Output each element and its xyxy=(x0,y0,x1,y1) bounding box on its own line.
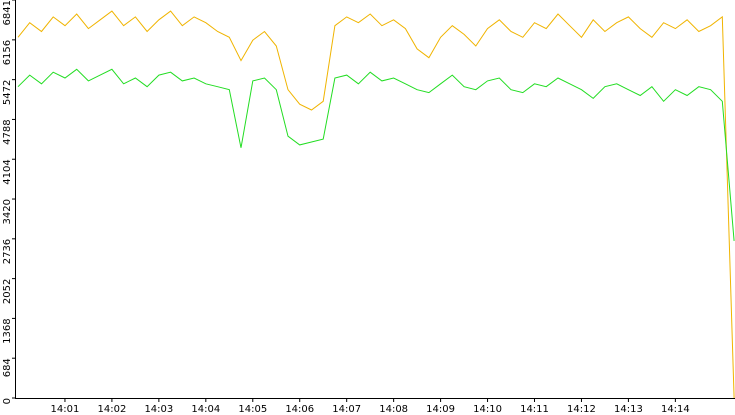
x-tick-label: 14:07 xyxy=(332,404,361,415)
y-tick-label: 1368 xyxy=(2,318,13,343)
y-tick-label: 4104 xyxy=(2,159,13,184)
y-tick-label: 6841 xyxy=(2,0,13,25)
y-tick-label: 684 xyxy=(2,358,13,377)
y-tick-label: 6156 xyxy=(2,40,13,65)
x-tick-label: 14:11 xyxy=(520,404,549,415)
y-tick-label: 2052 xyxy=(2,279,13,304)
y-tick-label: 3420 xyxy=(2,199,13,224)
y-tick-label: 0 xyxy=(2,398,13,404)
x-tick-label: 14:08 xyxy=(379,404,408,415)
x-tick-label: 14:05 xyxy=(238,404,267,415)
x-tick-label: 14:09 xyxy=(426,404,455,415)
x-tick-label: 14:14 xyxy=(661,404,690,415)
x-tick-label: 14:13 xyxy=(614,404,643,415)
x-tick-label: 14:06 xyxy=(285,404,314,415)
x-tick-label: 14:02 xyxy=(97,404,126,415)
x-tick-label: 14:12 xyxy=(567,404,596,415)
series-line xyxy=(17,10,735,399)
y-tick-label: 2736 xyxy=(2,239,13,264)
x-tick-label: 14:10 xyxy=(473,404,502,415)
y-tick-label: 5472 xyxy=(2,80,13,105)
x-tick-label: 14:04 xyxy=(191,404,220,415)
x-tick-label: 14:03 xyxy=(144,404,173,415)
x-tick-label: 14:01 xyxy=(51,404,80,415)
y-tick-label: 4788 xyxy=(2,119,13,144)
series-line xyxy=(17,68,735,241)
